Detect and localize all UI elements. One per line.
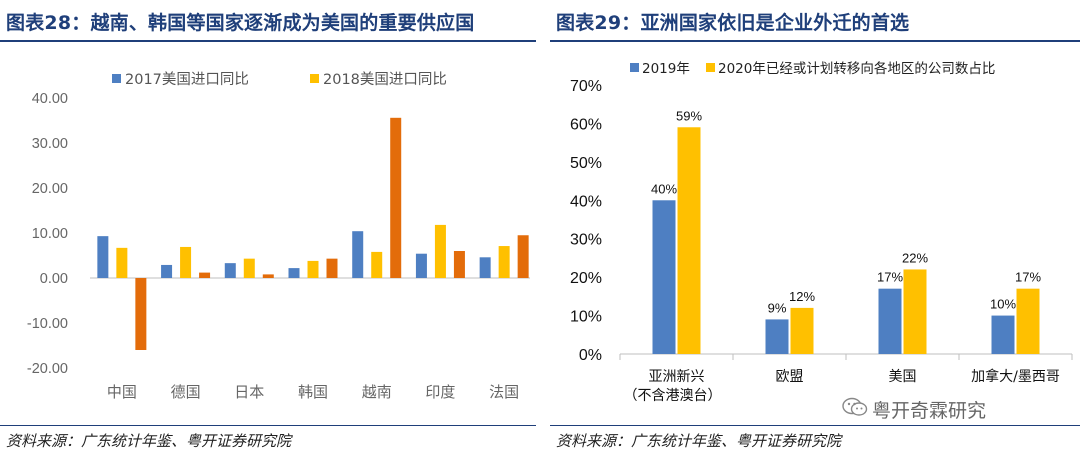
bar-2-美国 — [903, 269, 927, 354]
y-tick-label: 0.00 — [40, 271, 68, 287]
watermark: 粤开奇霖研究 — [842, 396, 986, 423]
right-title-rule — [550, 40, 1080, 42]
bar-2-加拿大/墨西哥 — [1016, 288, 1040, 354]
bar-1-韩国 — [288, 268, 300, 278]
bar-3-德国 — [199, 272, 211, 278]
data-label: 10% — [990, 297, 1016, 312]
bar-2-越南 — [371, 251, 383, 278]
bar-1-加拿大/墨西哥 — [991, 315, 1015, 354]
bar-1-越南 — [352, 231, 364, 278]
x-category-label: 越南 — [362, 383, 392, 401]
bar-3-中国 — [135, 278, 147, 350]
right-source-rule — [550, 425, 1080, 426]
y-tick-label: 20.00 — [32, 181, 68, 197]
bar-2-德国 — [180, 246, 192, 278]
x-category-sublabel: （不含港澳台） — [624, 388, 722, 404]
right-chart-title: 图表29：亚洲国家依旧是企业外迁的首选 — [556, 12, 910, 34]
left-chart-panel: 图表28：越南、韩国等国家逐渐成为美国的重要供应国 40.00 30.00 20.0… — [0, 0, 536, 463]
legend-label-1: 2017美国进口同比 — [125, 71, 249, 88]
y-tick-label: 30.00 — [32, 136, 68, 152]
bar-2-法国 — [498, 246, 510, 278]
wechat-icon — [842, 397, 868, 422]
y-tick-label: 30% — [570, 232, 602, 249]
data-label: 40% — [651, 181, 677, 196]
bar-1-德国 — [161, 264, 173, 278]
y-tick-label: -20.00 — [27, 361, 68, 377]
left-source-rule — [0, 425, 536, 426]
data-label: 9% — [768, 300, 787, 315]
x-category-label: 德国 — [171, 383, 201, 401]
bar-1-亚洲新兴 — [652, 200, 676, 354]
x-category-label: 印度 — [425, 383, 455, 401]
x-category-label: 中国 — [107, 383, 137, 401]
bar-3-韩国 — [326, 258, 338, 278]
bar-1-印度 — [415, 253, 427, 278]
x-category-label: 韩国 — [298, 383, 328, 401]
y-tick-label: 60% — [570, 116, 602, 133]
left-source-note: 资料来源：广东统计年鉴、粤开证券研究院 — [6, 432, 292, 450]
bar-2-欧盟 — [790, 307, 814, 354]
x-category-label: 加拿大/墨西哥 — [971, 368, 1060, 385]
y-tick-label: 50% — [570, 155, 602, 172]
bar-3-印度 — [453, 251, 465, 278]
y-tick-label: 70% — [570, 78, 602, 95]
left-chart-title: 图表28：越南、韩国等国家逐渐成为美国的重要供应国 — [6, 12, 475, 34]
legend-swatch-1 — [630, 63, 639, 72]
bar-2-日本 — [243, 258, 255, 278]
bar-3-法国 — [517, 235, 529, 278]
data-label: 17% — [1015, 270, 1041, 285]
legend-swatch-1 — [112, 74, 121, 83]
bar-2-亚洲新兴 — [677, 127, 701, 355]
bar-2-印度 — [434, 224, 446, 278]
bar-2-韩国 — [307, 260, 319, 278]
watermark-text: 粤开奇霖研究 — [872, 400, 987, 422]
y-tick-label: 20% — [570, 270, 602, 287]
bar-1-法国 — [479, 257, 491, 278]
legend-label-1: 2019年 — [642, 61, 690, 77]
y-tick-label: 0% — [579, 347, 602, 364]
legend-swatch-2 — [706, 63, 715, 72]
x-category-label: 美国 — [889, 369, 917, 385]
data-label: 12% — [789, 289, 815, 304]
bar-1-中国 — [97, 236, 109, 278]
x-category-label: 日本 — [234, 383, 264, 401]
y-tick-label: 10% — [570, 309, 602, 326]
bar-2-中国 — [116, 247, 128, 278]
data-label: 22% — [902, 250, 928, 265]
legend-label-2: 2020年已经或计划转移向各地区的公司数占比 — [718, 61, 995, 77]
x-category-label: 法国 — [489, 383, 519, 401]
y-tick-label: 40.00 — [32, 91, 68, 107]
bar-1-美国 — [878, 288, 902, 354]
data-label: 59% — [676, 108, 702, 123]
legend-swatch-2 — [310, 74, 319, 83]
data-label: 17% — [877, 270, 903, 285]
y-tick-label: 10.00 — [32, 226, 68, 242]
right-source-note: 资料来源：广东统计年鉴、粤开证券研究院 — [556, 432, 842, 450]
right-chart-panel: 图表29：亚洲国家依旧是企业外迁的首选 70% 60% 50% 40% 30% 20% 10… — [550, 0, 1080, 463]
x-category-label: 欧盟 — [776, 369, 804, 385]
x-category-label: 亚洲新兴 — [649, 369, 705, 385]
bar-3-越南 — [390, 117, 402, 278]
left-bar-chart: 40.00 30.00 20.00 10.00 0.00 -10.00 -20.00 中国 德国… — [27, 71, 530, 401]
bar-1-日本 — [224, 263, 236, 278]
bar-1-欧盟 — [765, 319, 789, 354]
legend-label-2: 2018美国进口同比 — [323, 71, 447, 88]
left-title-rule — [0, 40, 536, 42]
right-bar-chart: 70% 60% 50% 40% 30% 20% 10% 0% 40% 59% 亚洲新兴 （不含港澳台）… — [570, 61, 1073, 404]
y-tick-label: -10.00 — [27, 316, 68, 332]
bar-3-日本 — [262, 274, 274, 278]
y-tick-label: 40% — [570, 193, 602, 210]
